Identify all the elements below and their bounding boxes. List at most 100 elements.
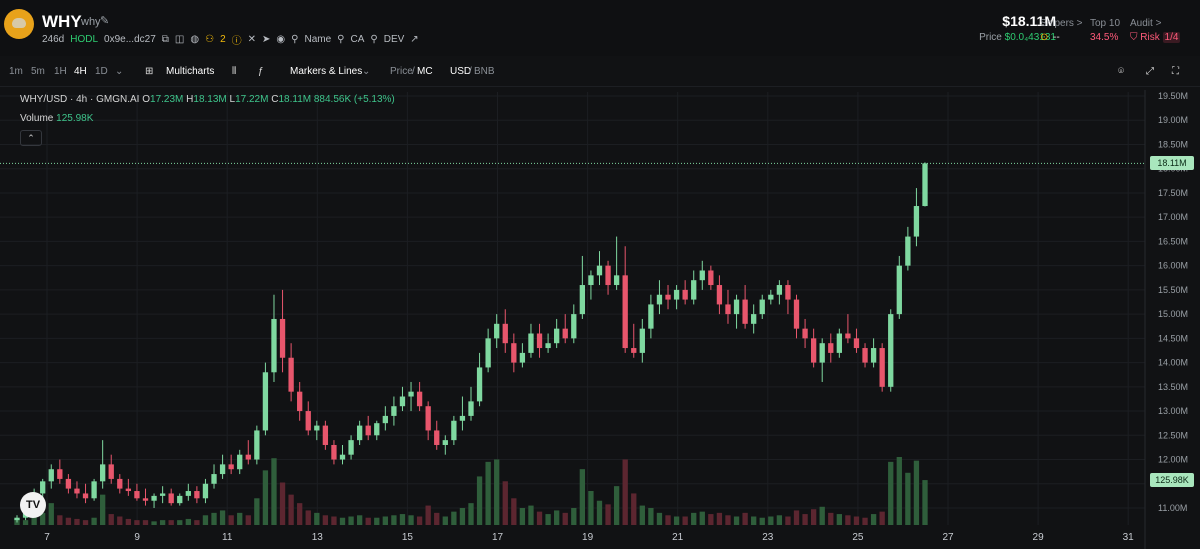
candle-body (733, 299, 740, 315)
volume-bar (639, 505, 645, 525)
risk-label: Risk (1140, 32, 1160, 43)
candle-body (725, 304, 731, 315)
twitter-x-icon[interactable]: ✕ (247, 33, 257, 45)
candle-body (879, 348, 885, 387)
telegram-icon[interactable]: ➤ (262, 33, 271, 45)
volume-bar (845, 515, 851, 525)
indicators-icon[interactable]: ƒ (258, 66, 264, 77)
price-toggle[interactable]: Price (390, 66, 413, 77)
timeframe-1h[interactable]: 1H (54, 66, 67, 77)
volume-bar (810, 509, 817, 525)
volume-bar (331, 516, 337, 525)
candle-body (905, 236, 911, 266)
usd-toggle[interactable]: USD (450, 66, 472, 77)
chevron-down-icon[interactable]: ⌄ (115, 66, 124, 77)
collapse-legend-button[interactable]: ⌃ (20, 130, 42, 146)
markers-chevron-icon[interactable]: ⌄ (362, 66, 371, 77)
candle-body (682, 289, 688, 300)
x-tick-label: 25 (852, 532, 864, 543)
symbol-label: WHY/USD · 4h · GMGN.AI (20, 94, 140, 105)
candle-body (708, 270, 714, 286)
volume-bar (142, 520, 149, 525)
unit-price: $0.0₄43131 (1004, 32, 1056, 43)
multicharts-button[interactable]: Multicharts (166, 66, 215, 77)
search-dev-button[interactable]: DEV (383, 33, 405, 45)
audit-label[interactable]: Audit > (1130, 18, 1162, 29)
volume-bar (382, 516, 388, 525)
volume-bar (528, 505, 534, 525)
volume-bar (202, 515, 209, 525)
snipers-label[interactable]: Snipers > (1040, 18, 1083, 29)
volume-bar (211, 512, 217, 525)
token-meta-row: 246d HODL 0x9e...dc27 ⧉ ◫ ◍ ⚇ 2 ⓘ ✕ ➤ ◉ … (42, 32, 419, 47)
volume-bar (682, 516, 688, 525)
volume-bar (793, 510, 800, 525)
globe-icon[interactable]: ◍ (190, 33, 200, 45)
volume-bar (339, 517, 346, 525)
search-name-button[interactable]: Name (304, 33, 332, 45)
search-ca-icon[interactable]: ⚲ (337, 33, 345, 45)
timeframe-1m[interactable]: 1m (9, 66, 23, 77)
hodl-badge: HODL (70, 33, 99, 45)
candle-body (716, 285, 723, 305)
y-tick-label: 13.00M (1158, 406, 1188, 416)
external-link-icon[interactable]: ↗ (410, 33, 419, 45)
candle-body (639, 328, 645, 353)
candle-body (245, 454, 251, 460)
candle-body (434, 430, 440, 445)
mc-toggle[interactable]: MC (417, 66, 433, 77)
volume-bar (536, 511, 543, 525)
contract-address[interactable]: 0x9e...dc27 (104, 33, 156, 45)
multicharts-icon[interactable]: ⊞ (145, 66, 154, 77)
y-tick-label: 15.50M (1158, 285, 1188, 295)
candle-body (202, 483, 209, 499)
timeframe-5m[interactable]: 5m (31, 66, 45, 77)
edit-pencil-icon[interactable]: ✎ (100, 15, 110, 27)
price-label: Price (979, 32, 1002, 43)
timeframe-1d[interactable]: 1D (95, 66, 108, 77)
x-tick-label: 23 (762, 532, 774, 543)
y-tick-label: 15.00M (1158, 309, 1188, 319)
x-tick-label: 9 (134, 532, 140, 543)
expand-icon[interactable]: ⤢ (1146, 66, 1154, 77)
volume-bar (562, 512, 568, 525)
volume-bar (434, 512, 440, 525)
snipers-icon: ⊙ (1040, 32, 1049, 43)
copy-icon[interactable]: ⧉ (161, 33, 169, 45)
y-tick-label: 16.50M (1158, 236, 1188, 246)
search-name-icon[interactable]: ⚲ (291, 33, 299, 45)
candle-body (442, 440, 448, 445)
search-dev-icon[interactable]: ⚲ (370, 33, 378, 45)
volume-bar (117, 516, 123, 525)
volume-bar (554, 510, 560, 525)
market-cap-price: $18.11M (1002, 13, 1056, 29)
candle-body (468, 401, 474, 416)
fullscreen-icon[interactable]: ⛶ (1172, 66, 1179, 77)
volume-bar (228, 515, 234, 525)
candle-body (159, 493, 166, 496)
candle-body (297, 391, 303, 412)
candle-body (91, 481, 97, 499)
candle-body (622, 275, 628, 349)
volume-bar (605, 504, 611, 525)
camera-icon[interactable]: ⌾ (1118, 66, 1124, 77)
markers-lines-button[interactable]: Markers & Lines (290, 66, 363, 77)
bnb-toggle[interactable]: BNB (474, 66, 495, 77)
candle-type-icon[interactable]: ⫴ (232, 66, 237, 77)
volume-bar (74, 518, 80, 525)
y-tick-label: 12.00M (1158, 455, 1188, 465)
search-ca-button[interactable]: CA (350, 33, 365, 45)
risk-badge[interactable]: ⛉ Risk 1/4 (1130, 32, 1181, 43)
tradingview-logo[interactable]: TV (20, 492, 46, 518)
holders-icon[interactable]: ⚇ (205, 33, 215, 45)
candle-body (476, 367, 483, 402)
volume-bar (348, 516, 354, 525)
volume-bar (288, 494, 294, 525)
volume-bar (254, 498, 260, 525)
price-chart[interactable]: 19.50M19.00M18.50M18.00M17.50M17.00M16.5… (0, 88, 1200, 549)
volume-bar (502, 481, 508, 525)
web-icon[interactable]: ◉ (276, 33, 286, 45)
candle-body (211, 474, 217, 484)
timeframe-4h[interactable]: 4H (74, 66, 87, 77)
volume-bar (896, 457, 902, 525)
